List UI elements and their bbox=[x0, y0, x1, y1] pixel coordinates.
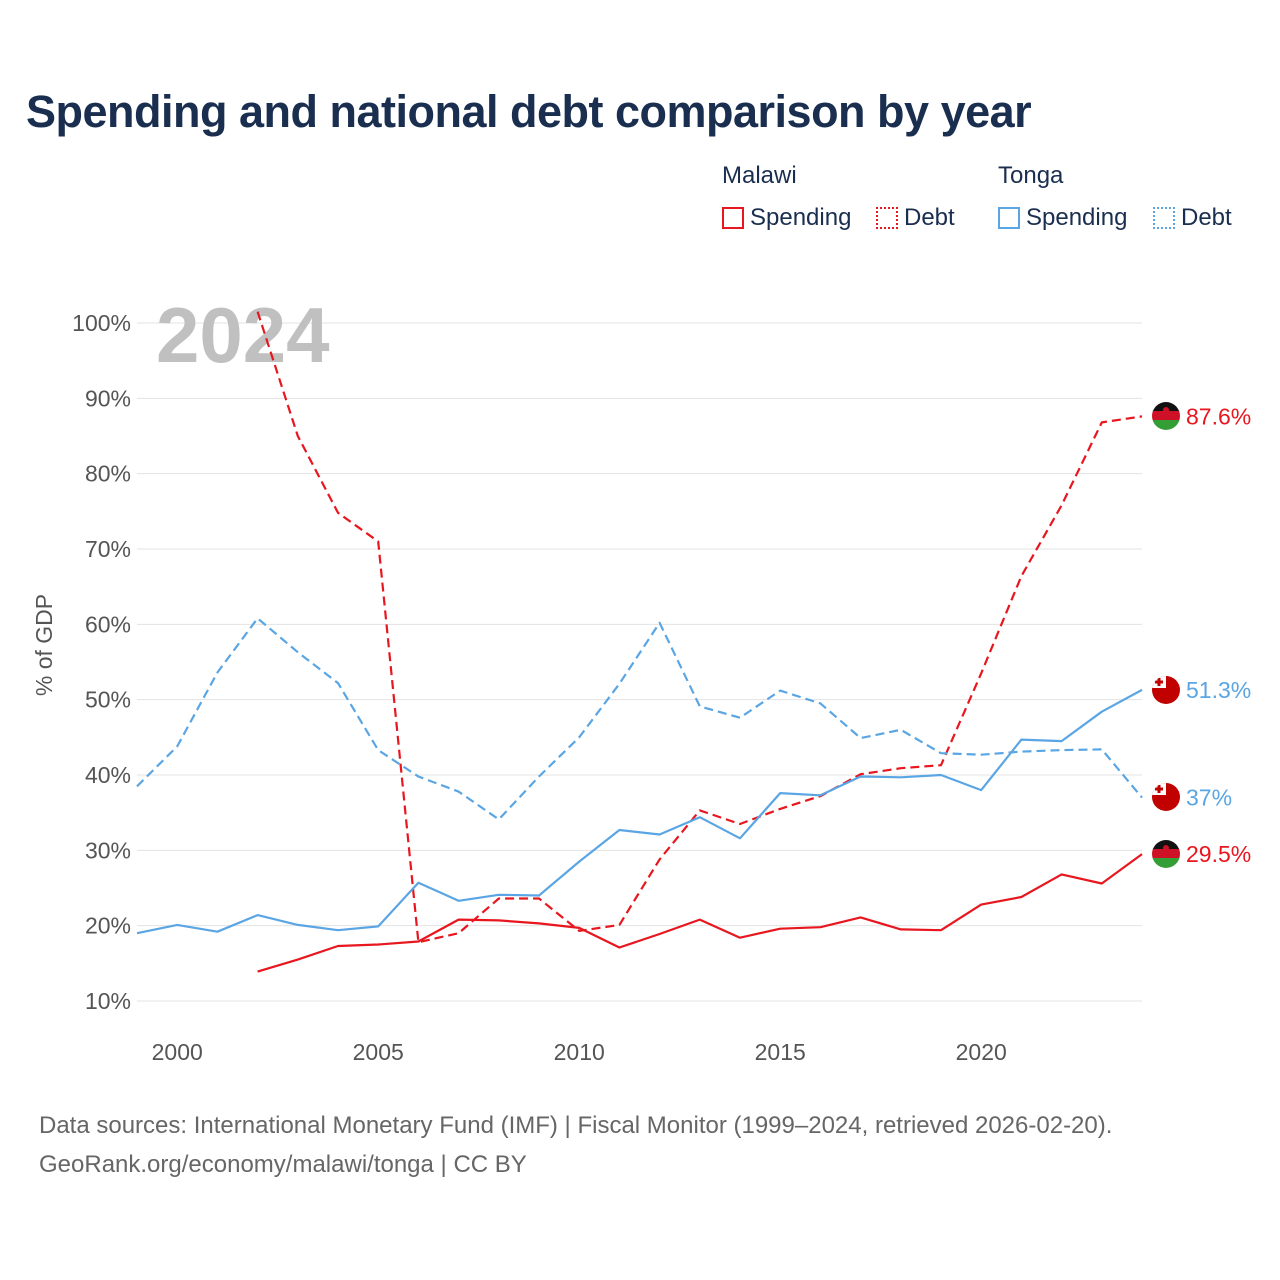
tonga-debt-end-label: 37% bbox=[1186, 785, 1232, 811]
legend-item-tonga-debt[interactable]: Debt bbox=[1153, 204, 1232, 232]
footer: Data sources: International Monetary Fun… bbox=[39, 1106, 1112, 1184]
y-tick-label: 50% bbox=[85, 687, 131, 713]
legend-item-malawi-debt[interactable]: Debt bbox=[876, 204, 955, 232]
footer-source: Data sources: International Monetary Fun… bbox=[39, 1112, 1113, 1139]
legend-swatch-solid bbox=[722, 207, 744, 229]
y-axis-ticks: 10% 20% 30% 40% 50% 60% 70% 80% 90% 100% bbox=[72, 310, 131, 1014]
tonga-spending-end-label: 51.3% bbox=[1186, 677, 1251, 703]
y-tick-label: 20% bbox=[85, 913, 131, 939]
x-tick-label: 2015 bbox=[755, 1039, 806, 1065]
legend-swatch-solid bbox=[998, 207, 1020, 229]
legend-swatch-dotted bbox=[1153, 207, 1175, 229]
y-tick-label: 60% bbox=[85, 611, 131, 637]
line-chart: 2024 10% 20% 30% 40% 50% 60% 70% 80% 90% 100% 200… bbox=[31, 291, 1251, 1065]
y-tick-label: 40% bbox=[85, 762, 131, 788]
legend-label: Debt bbox=[904, 204, 955, 231]
malawi-spending-line[interactable] bbox=[257, 853, 1143, 973]
footer-link[interactable]: GeoRank.org/economy/malawi/tonga | CC BY bbox=[39, 1151, 527, 1178]
x-axis-ticks: 2000 2005 2010 2015 2020 bbox=[152, 1039, 1007, 1065]
malawi-debt-end-label: 87.6% bbox=[1186, 403, 1251, 429]
legend-group-malawi: Malawi bbox=[722, 162, 797, 189]
chart-title: Spending and national debt comparison by… bbox=[26, 86, 1032, 137]
legend-label: Spending bbox=[750, 204, 852, 231]
year-watermark: 2024 bbox=[156, 291, 330, 379]
y-tick-label: 100% bbox=[72, 310, 131, 336]
x-tick-label: 2000 bbox=[152, 1039, 203, 1065]
malawi-debt-line[interactable] bbox=[256, 311, 1143, 944]
malawi-spending-end-label: 29.5% bbox=[1186, 841, 1251, 867]
gridlines bbox=[137, 322, 1142, 1002]
end-labels: 29.5% 87.6% 51.3% 37% bbox=[1186, 403, 1251, 867]
malawi-flag-icon bbox=[1152, 402, 1180, 430]
legend-group-tonga: Tonga bbox=[998, 162, 1064, 189]
legend-item-malawi-spending[interactable]: Spending bbox=[722, 204, 851, 232]
legend-label: Debt bbox=[1181, 204, 1232, 231]
malawi-flag-icon bbox=[1152, 840, 1180, 868]
y-tick-label: 30% bbox=[85, 837, 131, 863]
legend-swatch-dotted bbox=[876, 207, 898, 229]
legend-label: Spending bbox=[1026, 204, 1128, 231]
tonga-spending-line[interactable] bbox=[136, 688, 1143, 935]
series-lines bbox=[136, 311, 1143, 973]
y-axis-label: % of GDP bbox=[31, 594, 57, 696]
y-tick-label: 90% bbox=[85, 385, 131, 411]
tonga-debt-line[interactable] bbox=[136, 617, 1143, 821]
x-tick-label: 2020 bbox=[956, 1039, 1007, 1065]
x-tick-label: 2010 bbox=[554, 1039, 605, 1065]
y-tick-label: 70% bbox=[85, 536, 131, 562]
tonga-flag-icon bbox=[1152, 783, 1180, 811]
tonga-flag-icon bbox=[1152, 676, 1180, 704]
x-tick-label: 2005 bbox=[353, 1039, 404, 1065]
y-tick-label: 10% bbox=[85, 988, 131, 1014]
y-tick-label: 80% bbox=[85, 461, 131, 487]
legend-item-tonga-spending[interactable]: Spending bbox=[998, 204, 1127, 232]
